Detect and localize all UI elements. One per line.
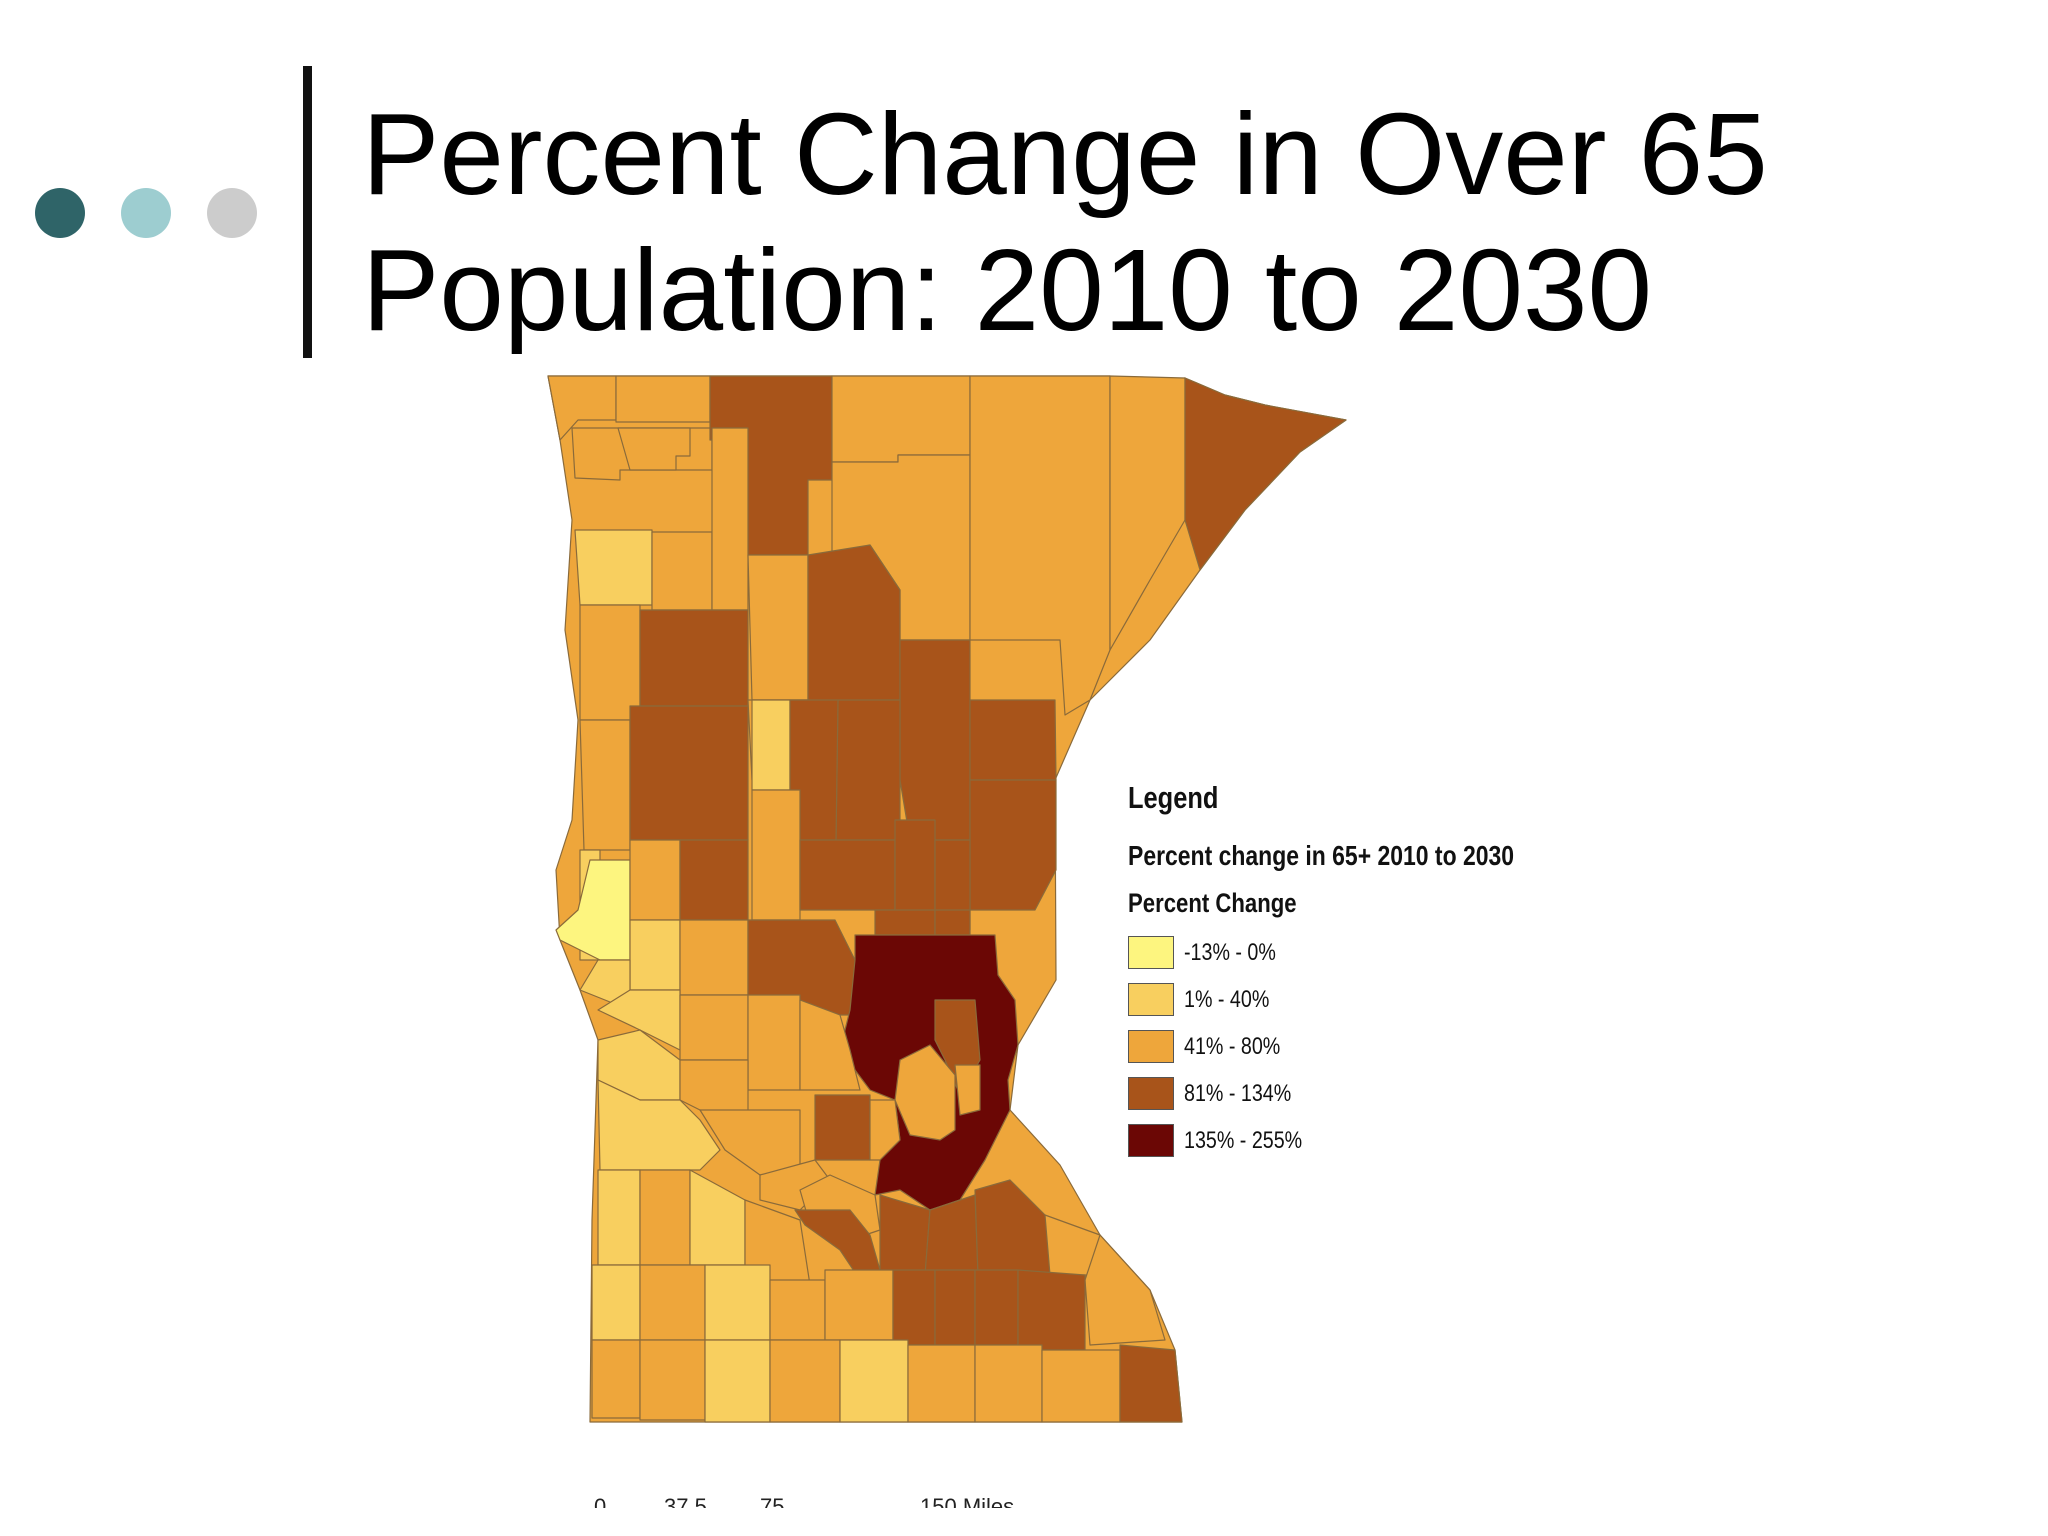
legend-subtitle: Percent change in 65+ 2010 to 2030 — [1128, 840, 1515, 871]
county-kittson-inset — [617, 427, 691, 471]
county-kittson — [547, 375, 617, 441]
page-title: Percent Change in Over 65 Population: 20… — [362, 86, 1768, 358]
legend-swatch — [1128, 1030, 1174, 1063]
county-koochiching — [831, 375, 971, 463]
county-nobles — [639, 1339, 706, 1421]
legend-item: 81% - 134% — [1128, 1070, 1588, 1117]
county-mahnomen — [629, 705, 749, 841]
county-wadena-2 — [751, 789, 801, 921]
county-blue-earth — [824, 1269, 894, 1341]
county-jackson — [704, 1339, 771, 1423]
county-ramsey-light — [894, 1044, 956, 1141]
county-aitkin — [899, 639, 971, 841]
county-rock — [591, 1339, 641, 1419]
dot-gray — [207, 188, 257, 238]
county-beltrami — [747, 554, 809, 701]
legend-label: -13% - 0% — [1184, 938, 1276, 966]
map-legend: Legend Percent change in 65+ 2010 to 203… — [1128, 780, 1588, 1164]
county-isanti — [934, 909, 971, 936]
county-watonwan — [769, 1279, 826, 1341]
scale-label: 75 — [760, 1494, 785, 1508]
county-murray — [639, 1264, 706, 1341]
legend-title: Legend — [1128, 780, 1219, 815]
county-lincoln — [597, 1169, 641, 1266]
legend-item: 1% - 40% — [1128, 976, 1588, 1023]
legend-label: 135% - 255% — [1184, 1126, 1303, 1154]
county-meeker — [747, 994, 801, 1091]
county-cook — [1184, 377, 1347, 571]
dot-light-teal — [121, 188, 171, 238]
county-mcleod — [814, 1094, 871, 1161]
legend-label: 1% - 40% — [1184, 985, 1270, 1013]
county-faribault — [839, 1339, 909, 1423]
county-fillmore — [1041, 1349, 1121, 1423]
county-crow-wing — [835, 699, 901, 841]
title-divider — [303, 66, 312, 358]
legend-label: 81% - 134% — [1184, 1079, 1292, 1107]
county-houston — [1119, 1344, 1183, 1423]
county-clay — [579, 719, 631, 851]
county-washington-light — [954, 1064, 981, 1116]
county-wright — [799, 999, 861, 1091]
county-benton — [874, 909, 936, 936]
title-line-2: Population: 2010 to 2030 — [362, 225, 1652, 355]
dot-dark-teal — [35, 188, 85, 238]
legend-label: 41% - 80% — [1184, 1032, 1281, 1060]
legend-swatch — [1128, 1077, 1174, 1110]
county-freeborn — [907, 1344, 976, 1423]
county-lake — [1109, 375, 1186, 651]
county-roseau — [615, 375, 711, 423]
county-martin — [769, 1339, 841, 1423]
legend-swatch — [1128, 983, 1174, 1016]
county-steele — [934, 1269, 976, 1346]
scale-label: 150 Miles — [920, 1494, 1015, 1508]
legend-item: -13% - 0% — [1128, 929, 1588, 976]
county-douglas — [679, 839, 749, 921]
county-wadena — [751, 699, 791, 791]
legend-item: 135% - 255% — [1128, 1117, 1588, 1164]
county-carlton — [969, 699, 1057, 781]
legend-swatch — [1128, 1124, 1174, 1157]
title-line-1: Percent Change in Over 65 — [362, 89, 1768, 219]
county-red-lake — [651, 531, 713, 611]
county-swift — [597, 989, 681, 1051]
county-cottonwood — [704, 1264, 771, 1341]
legend-swatch — [1128, 936, 1174, 969]
legend-field-name: Percent Change — [1128, 888, 1297, 918]
county-norman — [579, 604, 641, 721]
county-kandiyohi — [679, 994, 749, 1061]
county-dodge — [974, 1269, 1019, 1346]
scale-label: 37.5 — [664, 1494, 707, 1508]
county-carver — [869, 1099, 901, 1161]
county-pine — [969, 779, 1057, 911]
county-olmsted — [1017, 1269, 1086, 1351]
county-beltrami-west — [711, 427, 749, 611]
county-stevens — [629, 919, 681, 991]
county-otter-tail — [629, 839, 681, 921]
county-pipestone — [591, 1264, 641, 1341]
county-pope — [679, 919, 749, 996]
county-winona — [1084, 1234, 1166, 1346]
county-clearwater — [639, 609, 749, 707]
county-waseca — [892, 1269, 936, 1346]
scale-label: 0 — [594, 1494, 607, 1508]
legend-item: 41% - 80% — [1128, 1023, 1588, 1070]
scale-bar: 0 37.5 75 150 Miles — [590, 1488, 1030, 1508]
county-lyon — [639, 1169, 691, 1266]
county-todd — [799, 839, 896, 911]
county-mower — [974, 1344, 1043, 1423]
county-polk-north — [574, 529, 653, 606]
